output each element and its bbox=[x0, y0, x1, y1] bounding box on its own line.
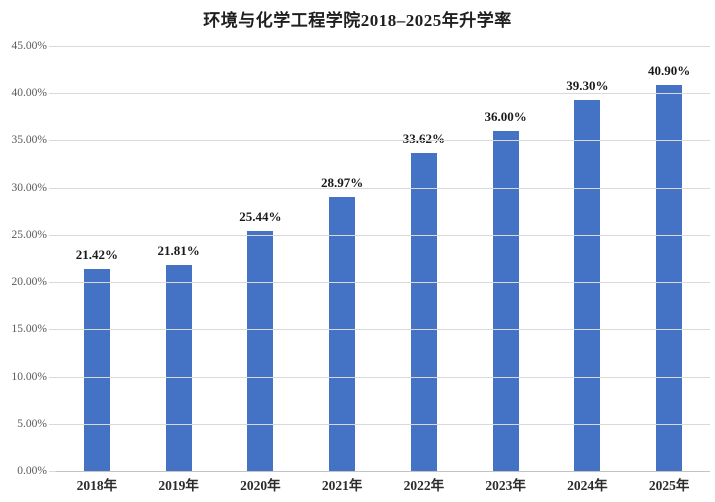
x-axis-tick-label: 2024年 bbox=[567, 478, 608, 493]
chart-title: 环境与化学工程学院2018–2025年升学率 bbox=[203, 11, 512, 30]
bar-value-label: 21.81% bbox=[157, 243, 200, 258]
bar-value-label: 33.62% bbox=[402, 131, 445, 146]
bar-2019年 bbox=[165, 265, 192, 471]
y-axis-tick bbox=[49, 140, 56, 142]
y-axis: 0.00% 5.00% 10.00% 15.00% 20.00% 25.00% 30.00%… bbox=[0, 40, 47, 477]
y-axis-tick bbox=[49, 282, 56, 284]
x-axis-tick-label: 2023年 bbox=[485, 478, 526, 493]
x-axis-tick-label: 2019年 bbox=[158, 478, 199, 493]
y-axis-tick-label: 20.00% bbox=[11, 276, 47, 289]
y-axis-tick-label: 10.00% bbox=[11, 370, 47, 383]
y-axis-tick-label: 30.00% bbox=[11, 181, 47, 194]
y-axis-tick-label: 45.00% bbox=[11, 40, 47, 52]
y-axis-tick-label: 35.00% bbox=[11, 134, 47, 147]
bar-value-label: 28.97% bbox=[321, 175, 364, 190]
bar-slot: 40.90% bbox=[628, 46, 710, 471]
x-axis: 2018年 2019年 2020年 2021年 2022年 2023年 2024年 2025年 bbox=[56, 474, 710, 494]
gridline bbox=[49, 140, 710, 142]
y-axis-tick bbox=[49, 471, 56, 472]
bar-2018年 bbox=[83, 269, 110, 471]
gridline bbox=[49, 329, 710, 331]
bar-slot: 36.00% bbox=[465, 46, 547, 471]
gridline bbox=[49, 93, 710, 95]
x-axis-line bbox=[49, 471, 710, 472]
bar-value-label: 40.90% bbox=[648, 63, 691, 78]
bar-slot: 21.42% bbox=[56, 46, 138, 471]
bar-slot: 39.30% bbox=[547, 46, 629, 471]
y-axis-tick bbox=[49, 423, 56, 425]
gridline bbox=[49, 376, 710, 378]
bar-slot: 28.97% bbox=[301, 46, 383, 471]
y-axis-tick bbox=[49, 376, 56, 378]
bar-slot: 21.81% bbox=[138, 46, 220, 471]
bar-value-label: 21.42% bbox=[75, 247, 118, 262]
bar-value-label: 39.30% bbox=[566, 78, 609, 93]
gridline bbox=[49, 234, 710, 236]
x-axis-tick-label: 2022年 bbox=[403, 478, 445, 493]
bar-slot: 25.44% bbox=[220, 46, 302, 471]
bar-2022年 bbox=[410, 153, 437, 471]
y-axis-tick bbox=[49, 234, 56, 236]
y-axis-tick-label: 5.00% bbox=[17, 417, 47, 430]
y-axis-tick bbox=[49, 329, 56, 331]
x-axis-tick-label: 2020年 bbox=[240, 478, 281, 493]
y-axis-tick-label: 0.00% bbox=[17, 465, 47, 477]
gridline bbox=[49, 187, 710, 189]
y-axis-tick bbox=[49, 187, 56, 189]
bar-2020年 bbox=[247, 231, 274, 471]
bar-series: 21.42% 21.81% 25.44% 28.97% 33.62% 36.00% 39.3… bbox=[56, 46, 710, 471]
x-axis-tick-label: 2025年 bbox=[648, 478, 690, 493]
y-axis-tick bbox=[49, 46, 56, 47]
y-axis-tick-label: 25.00% bbox=[11, 228, 47, 241]
bar-2023年 bbox=[492, 131, 519, 471]
bar-slot: 33.62% bbox=[383, 46, 465, 471]
bar-value-label: 36.00% bbox=[484, 109, 527, 124]
y-axis-tick-label: 40.00% bbox=[11, 87, 47, 100]
gridline bbox=[49, 46, 710, 47]
y-axis-tick-label: 15.00% bbox=[11, 323, 47, 336]
bar-value-label: 25.44% bbox=[239, 209, 282, 224]
x-axis-tick-label: 2018年 bbox=[76, 478, 118, 493]
gridline bbox=[49, 282, 710, 284]
bar-2025年 bbox=[656, 85, 683, 471]
plot-area: 21.42% 21.81% 25.44% 28.97% 33.62% 36.00% 39.3… bbox=[49, 46, 710, 472]
bar-2024年 bbox=[574, 100, 601, 471]
x-axis-tick-label: 2021年 bbox=[321, 478, 363, 493]
gridline bbox=[49, 423, 710, 425]
bar-2021年 bbox=[329, 197, 356, 471]
y-axis-tick bbox=[49, 93, 56, 95]
